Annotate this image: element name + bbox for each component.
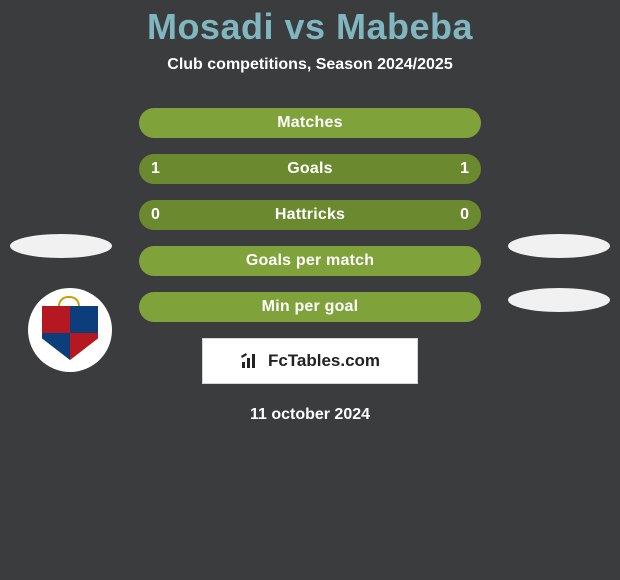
- stat-label: Hattricks: [275, 206, 345, 224]
- stat-label: Matches: [277, 114, 342, 132]
- stat-label: Goals per match: [246, 252, 374, 270]
- page-subtitle: Club competitions, Season 2024/2025: [0, 56, 620, 74]
- bar-chart-icon: [240, 352, 262, 370]
- footer-date: 11 october 2024: [0, 406, 620, 424]
- crest-shield-icon: [42, 306, 98, 360]
- stat-label: Min per goal: [262, 298, 359, 316]
- player-right-placeholder: [508, 234, 610, 258]
- page-title: Mosadi vs Mabeba: [0, 6, 620, 48]
- stat-right-value: 0: [460, 206, 469, 224]
- page-root: Mosadi vs Mabeba Club competitions, Seas…: [0, 0, 620, 580]
- stat-row-hattricks: 0 Hattricks 0: [139, 200, 481, 230]
- stat-left-value: 1: [151, 160, 160, 178]
- stat-right-value: 1: [460, 160, 469, 178]
- stat-row-min-per-goal: Min per goal: [139, 292, 481, 322]
- stat-label: Goals: [287, 160, 332, 178]
- brand-link[interactable]: FcTables.com: [202, 338, 418, 384]
- stat-row-goals: 1 Goals 1: [139, 154, 481, 184]
- content-area: Matches 1 Goals 1 0 Hattricks 0 Goals pe…: [0, 108, 620, 424]
- brand-text: FcTables.com: [268, 351, 380, 371]
- stats-list: Matches 1 Goals 1 0 Hattricks 0 Goals pe…: [139, 108, 481, 322]
- stat-row-matches: Matches: [139, 108, 481, 138]
- stat-left-value: 0: [151, 206, 160, 224]
- club-crest: [28, 288, 112, 372]
- club-crest-graphic: [42, 298, 98, 362]
- stat-row-goals-per-match: Goals per match: [139, 246, 481, 276]
- player-left-placeholder: [10, 234, 112, 258]
- player-right-placeholder-2: [508, 288, 610, 312]
